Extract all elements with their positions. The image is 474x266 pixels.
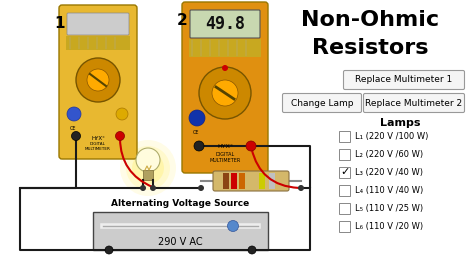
Text: Replace Multimeter 1: Replace Multimeter 1	[356, 76, 453, 85]
FancyBboxPatch shape	[339, 148, 350, 160]
FancyBboxPatch shape	[344, 70, 465, 89]
Circle shape	[194, 141, 204, 151]
FancyBboxPatch shape	[283, 94, 362, 113]
Circle shape	[222, 65, 228, 71]
FancyBboxPatch shape	[189, 39, 261, 57]
FancyBboxPatch shape	[339, 185, 350, 196]
Circle shape	[189, 110, 205, 126]
Circle shape	[136, 148, 160, 172]
Text: HYX°: HYX°	[217, 143, 233, 148]
Circle shape	[198, 185, 204, 191]
Bar	[223, 173, 229, 189]
Circle shape	[76, 58, 120, 102]
FancyBboxPatch shape	[143, 170, 153, 180]
Text: MULTIMETER: MULTIMETER	[210, 157, 241, 163]
Circle shape	[246, 141, 256, 151]
FancyBboxPatch shape	[93, 212, 268, 250]
Circle shape	[116, 131, 125, 140]
FancyBboxPatch shape	[339, 202, 350, 214]
Bar	[269, 173, 275, 189]
Text: Alternating Voltage Source: Alternating Voltage Source	[111, 199, 250, 208]
Bar	[259, 173, 265, 189]
Circle shape	[248, 246, 256, 254]
Text: 290 V AC: 290 V AC	[158, 237, 203, 247]
Text: DIGITAL: DIGITAL	[215, 152, 235, 156]
Text: L₃ (220 V /40 W): L₃ (220 V /40 W)	[355, 168, 423, 177]
Circle shape	[150, 185, 156, 191]
Text: L₂ (220 V /60 W): L₂ (220 V /60 W)	[355, 149, 423, 159]
Text: L₅ (110 V /25 W): L₅ (110 V /25 W)	[355, 203, 423, 213]
Circle shape	[120, 140, 176, 196]
Circle shape	[228, 221, 238, 231]
Text: Resistors: Resistors	[312, 38, 428, 58]
Circle shape	[132, 152, 164, 184]
Text: L₁ (220 V /100 W): L₁ (220 V /100 W)	[355, 131, 428, 140]
Text: CE: CE	[193, 130, 200, 135]
FancyBboxPatch shape	[59, 5, 137, 159]
FancyBboxPatch shape	[364, 94, 465, 113]
Circle shape	[105, 246, 113, 254]
Circle shape	[199, 67, 251, 119]
Text: Change Lamp: Change Lamp	[291, 98, 353, 107]
Text: 2: 2	[177, 13, 188, 28]
Circle shape	[116, 108, 128, 120]
Text: HYX°: HYX°	[91, 135, 105, 140]
FancyBboxPatch shape	[339, 131, 350, 142]
FancyBboxPatch shape	[213, 171, 289, 191]
FancyBboxPatch shape	[66, 36, 130, 50]
Text: DIGITAL: DIGITAL	[90, 142, 106, 146]
Text: ✓: ✓	[340, 167, 350, 177]
FancyBboxPatch shape	[190, 10, 260, 38]
Text: L₆ (110 V /20 W): L₆ (110 V /20 W)	[355, 222, 423, 231]
Text: L₄ (110 V /40 W): L₄ (110 V /40 W)	[355, 185, 423, 194]
Circle shape	[298, 185, 304, 191]
Circle shape	[212, 80, 238, 106]
FancyBboxPatch shape	[339, 167, 350, 177]
Text: CE: CE	[70, 126, 76, 131]
Circle shape	[87, 69, 109, 91]
Bar	[239, 173, 245, 189]
Text: Non-Ohmic: Non-Ohmic	[301, 10, 439, 30]
Circle shape	[67, 107, 81, 121]
FancyBboxPatch shape	[339, 221, 350, 231]
FancyBboxPatch shape	[67, 13, 129, 35]
Circle shape	[72, 131, 81, 140]
Text: 1: 1	[54, 16, 64, 31]
Circle shape	[140, 185, 146, 191]
Text: MULTIMETER: MULTIMETER	[85, 147, 111, 151]
Circle shape	[126, 146, 170, 190]
Bar	[231, 173, 237, 189]
FancyBboxPatch shape	[182, 2, 268, 173]
Text: Replace Multimeter 2: Replace Multimeter 2	[365, 98, 463, 107]
Text: Lamps: Lamps	[380, 118, 420, 128]
Text: 49.8: 49.8	[205, 15, 245, 33]
